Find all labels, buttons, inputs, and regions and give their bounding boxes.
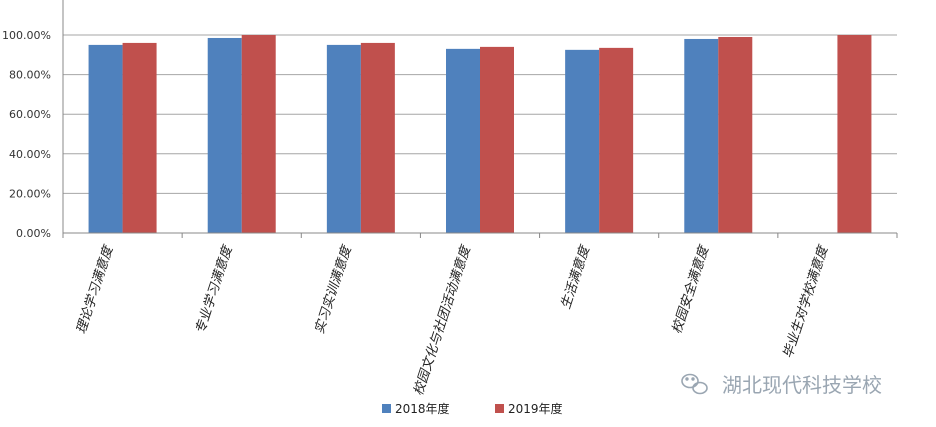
legend: 2018年度 2019年度 [382,401,563,416]
bar-2019年度-3 [480,46,514,233]
legend-label-2018: 2018年度 [395,401,450,416]
bar-2019年度-5 [718,36,753,234]
category-label: 专业学习满意度 [192,242,236,335]
wechat-icon [681,373,708,395]
watermark: 湖北现代科技学校 [681,373,882,397]
category-label: 毕业生对学校满意度 [780,242,832,360]
bar-2018年度-0 [88,44,123,234]
legend-label-2019: 2019年度 [508,401,563,416]
category-labels: 理论学习满意度 专业学习满意度 实习实训满意度 校园文化与社团活动满意度 生活满意度 校园… [73,242,832,397]
bar-2018年度-5 [684,38,719,234]
category-label: 校园安全满意度 [669,242,713,335]
y-tick-label: 60.00% [9,108,51,121]
legend-swatch-2018 [382,404,391,413]
y-axis-ticks: 0.00% 20.00% 40.00% 60.00% 80.00% 100.00% [2,29,51,240]
bar-2019年度-4 [599,47,634,234]
y-tick-label: 40.00% [9,148,51,161]
legend-swatch-2019 [495,404,504,413]
bars [88,35,872,234]
bar-2019年度-1 [241,35,276,233]
bar-2018年度-4 [565,49,600,233]
category-label: 实习实训满意度 [311,242,355,335]
category-label: 校园文化与社团活动满意度 [410,242,474,397]
axes [62,0,898,238]
bar-2018年度-1 [207,37,242,233]
bar-2019年度-6 [837,35,872,233]
watermark-text: 湖北现代科技学校 [722,373,882,397]
bar-2019年度-2 [360,42,395,233]
y-tick-label: 20.00% [9,187,51,200]
y-tick-label: 100.00% [2,29,51,42]
y-tick-label: 0.00% [16,227,51,240]
bar-2018年度-3 [446,48,480,233]
bar-2019年度-0 [122,42,157,233]
y-tick-label: 80.00% [9,69,51,82]
bar-2018年度-2 [326,44,361,234]
category-label: 理论学习满意度 [73,242,117,335]
category-label: 生活满意度 [558,242,594,311]
